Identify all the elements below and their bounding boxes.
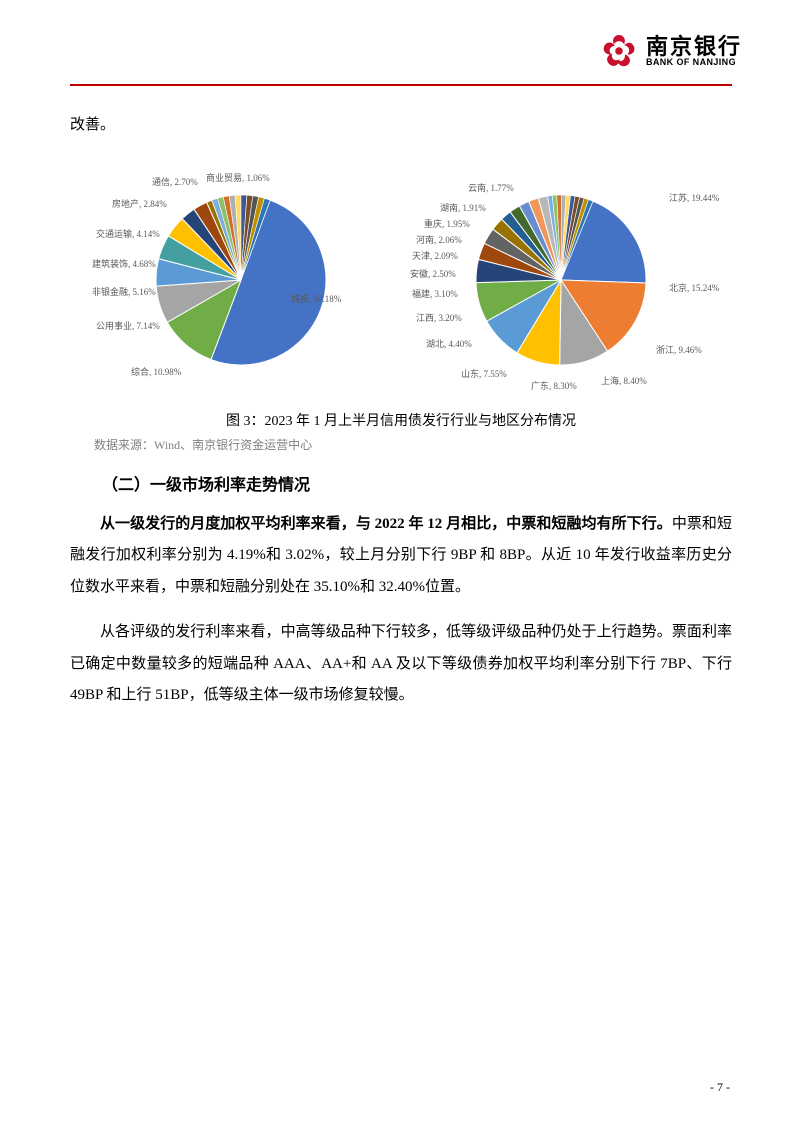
pie-label: 河南, 2.06% bbox=[416, 236, 462, 246]
pie-label: 江西, 3.20% bbox=[416, 314, 462, 324]
figure-caption: 图 3：2023 年 1 月上半月信用债发行行业与地区分布情况 bbox=[70, 410, 732, 430]
pie-label: 建筑装饰, 4.68% bbox=[92, 260, 156, 270]
pie-label: 重庆, 1.95% bbox=[424, 220, 470, 230]
pie-chart-industry: 城投, 50.18% 综合, 10.98% 公用事业, 7.14% 非银金融, 5.1… bbox=[86, 160, 396, 400]
pie-label: 房地产, 2.84% bbox=[112, 200, 167, 210]
para-2-bold: 从一级发行的月度加权平均利率来看，与 2022 年 12 月相比，中票和短融均有… bbox=[100, 516, 672, 532]
pie-label: 交通运输, 4.14% bbox=[96, 230, 160, 240]
pie-label: 福建, 3.10% bbox=[412, 290, 458, 300]
charts-row: 城投, 50.18% 综合, 10.98% 公用事业, 7.14% 非银金融, 5.1… bbox=[70, 160, 732, 400]
para-3: 从各评级的发行利率来看，中高等级品种下行较多，低等级评级品种仍处于上行趋势。票面… bbox=[70, 617, 732, 712]
pie-label: 云南, 1.77% bbox=[468, 184, 514, 194]
para-2: 从一级发行的月度加权平均利率来看，与 2022 年 12 月相比，中票和短融均有… bbox=[70, 509, 732, 604]
page-content: 改善。 城投, 50.18% 综合, 10.98% 公用事业, 7.14% 非银金融,… bbox=[70, 110, 732, 712]
data-source: 数据来源：Wind、南京银行资金运营中心 bbox=[94, 436, 732, 453]
pie-label: 北京, 15.24% bbox=[669, 284, 719, 294]
pie-label: 安徽, 2.50% bbox=[410, 270, 456, 280]
pie-label: 湖北, 4.40% bbox=[426, 340, 472, 350]
pie-label: 非银金融, 5.16% bbox=[92, 288, 156, 298]
pie-label: 江苏, 19.44% bbox=[669, 194, 719, 204]
bank-name-block: 南京银行 BANK OF NANJING bbox=[646, 36, 742, 67]
pie-label: 山东, 7.55% bbox=[461, 370, 507, 380]
para-top-fragment: 改善。 bbox=[70, 110, 732, 142]
pie-label: 商业贸易, 1.06% bbox=[206, 174, 270, 184]
pie-label: 天津, 2.09% bbox=[412, 252, 458, 262]
pie-label: 通信, 2.70% bbox=[152, 178, 198, 188]
pie-label: 湖南, 1.91% bbox=[440, 204, 486, 214]
pie-label: 综合, 10.98% bbox=[131, 368, 181, 378]
header-divider bbox=[70, 84, 732, 86]
bank-name-en: BANK OF NANJING bbox=[646, 58, 742, 67]
pie-label: 浙江, 9.46% bbox=[656, 346, 702, 356]
pie-label: 广东, 8.30% bbox=[531, 382, 577, 392]
pie-chart-region: 江苏, 19.44% 北京, 15.24% 浙江, 9.46% 上海, 8.40% 广东… bbox=[406, 160, 716, 400]
page-number: - 7 - bbox=[710, 1080, 730, 1095]
bank-name-cn: 南京银行 bbox=[646, 36, 742, 58]
pie-label: 上海, 8.40% bbox=[601, 377, 647, 387]
page-header: 南京银行 BANK OF NANJING bbox=[598, 30, 742, 72]
pie-label: 城投, 50.18% bbox=[291, 295, 341, 305]
bank-logo-icon bbox=[598, 30, 640, 72]
pie-label: 公用事业, 7.14% bbox=[96, 322, 160, 332]
heading-section-2: （二）一级市场利率走势情况 bbox=[70, 471, 732, 495]
